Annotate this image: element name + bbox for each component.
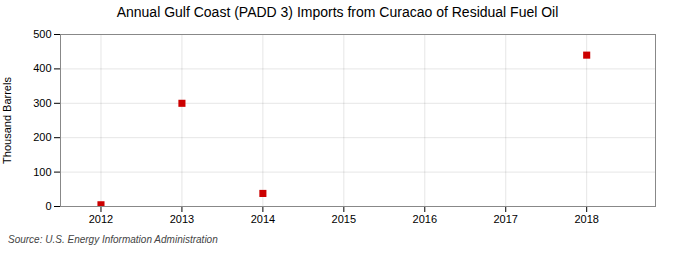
svg-text:0: 0 — [45, 200, 51, 212]
svg-text:Thousand Barrels: Thousand Barrels — [1, 77, 13, 164]
svg-text:2013: 2013 — [170, 213, 194, 225]
html-text:Annual Gulf Coast (PADD 3) Imp: Annual Gulf Coast (PADD 3) Imports from … — [116, 4, 559, 20]
svg-text:2017: 2017 — [493, 213, 517, 225]
svg-text:400: 400 — [33, 62, 51, 74]
svg-text:500: 500 — [33, 28, 51, 40]
svg-text:300: 300 — [33, 97, 51, 109]
svg-text:100: 100 — [33, 166, 51, 178]
svg-text:2012: 2012 — [89, 213, 113, 225]
svg-text:2018: 2018 — [574, 213, 598, 225]
svg-text:200: 200 — [33, 131, 51, 143]
svg-text:2014: 2014 — [251, 213, 275, 225]
svg-text:2015: 2015 — [332, 213, 356, 225]
svg-text:2016: 2016 — [413, 213, 437, 225]
html-text:Source: U.S. Energy Informatio: Source: U.S. Energy Information Administ… — [8, 234, 218, 245]
